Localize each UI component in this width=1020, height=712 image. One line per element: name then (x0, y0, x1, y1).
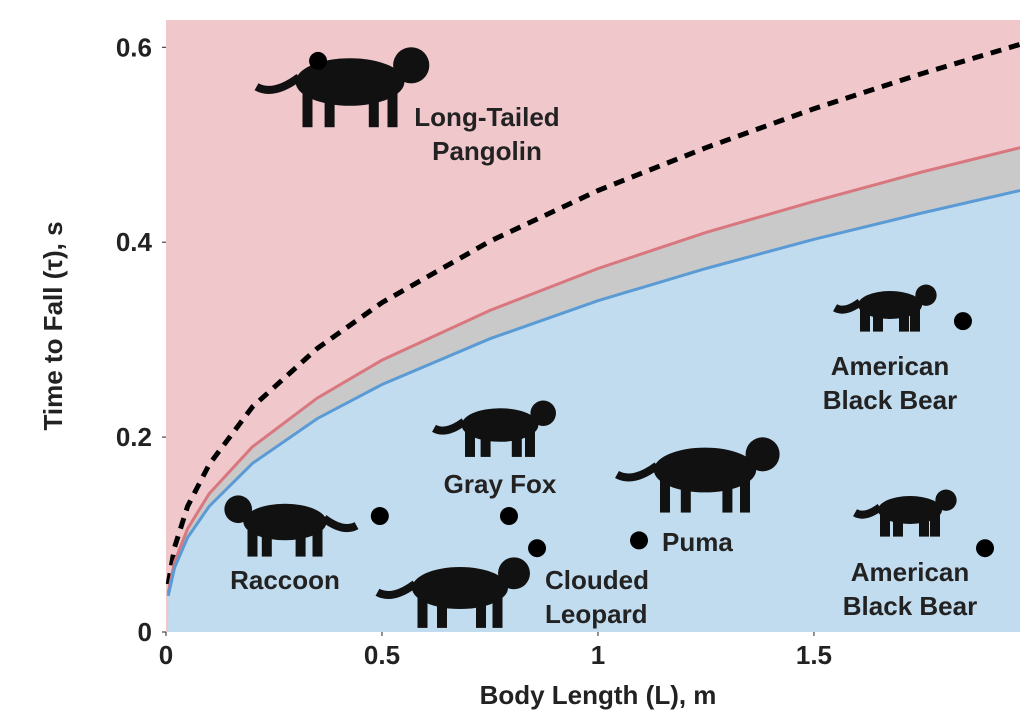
silhouette-leg (418, 588, 428, 628)
x-axis-label: Body Length (L), m (480, 680, 717, 710)
point-label: Raccoon (230, 565, 340, 595)
point-label: American (831, 351, 950, 381)
silhouette-leg (893, 510, 903, 537)
y-tick-label: 0.4 (116, 227, 153, 257)
silhouette-head (498, 557, 530, 589)
y-axis-label: Time to Fall (τ), s (38, 221, 68, 430)
point-label: Long-Tailed (414, 102, 559, 132)
silhouette-leg (525, 425, 535, 457)
data-point (630, 531, 648, 549)
silhouette-leg (465, 425, 475, 457)
silhouette-leg (880, 510, 890, 537)
silhouette-leg (481, 425, 491, 457)
silhouette-leg (660, 470, 670, 513)
x-tick-label: 1.5 (796, 640, 832, 670)
data-point (371, 507, 389, 525)
silhouette-leg (437, 588, 447, 628)
x-tick-label: 0 (159, 640, 173, 670)
plot-area (166, 20, 1020, 632)
silhouette-leg (681, 470, 691, 513)
silhouette-head (393, 47, 429, 83)
silhouette-leg (476, 588, 486, 628)
y-tick-label: 0.6 (116, 32, 152, 62)
point-label: Black Bear (843, 591, 977, 621)
silhouette-leg (388, 82, 398, 127)
silhouette-leg (303, 82, 313, 127)
silhouette-head (915, 285, 936, 306)
silhouette-leg (860, 305, 870, 332)
silhouette-leg (325, 82, 335, 127)
data-point (309, 52, 327, 70)
silhouette-head (224, 495, 252, 523)
silhouette-head (935, 490, 956, 511)
point-label: Gray Fox (444, 469, 557, 499)
silhouette-leg (493, 588, 503, 628)
x-tick-label: 1 (591, 640, 605, 670)
data-point (500, 507, 518, 525)
silhouette-head (746, 437, 780, 471)
point-label: Clouded (545, 565, 649, 595)
silhouette-leg (313, 522, 323, 557)
data-point (976, 539, 994, 557)
data-point (954, 312, 972, 330)
silhouette-leg (262, 522, 272, 557)
x-tick-label: 0.5 (364, 640, 400, 670)
point-label: Black Bear (823, 385, 957, 415)
silhouette-leg (910, 305, 920, 332)
silhouette-leg (512, 425, 522, 457)
y-tick-label: 0.2 (116, 422, 152, 452)
silhouette-leg (930, 510, 940, 537)
point-label: Leopard (545, 599, 648, 629)
silhouette-head (530, 400, 556, 426)
point-label: Puma (662, 527, 733, 557)
silhouette-leg (248, 522, 258, 557)
silhouette-leg (899, 305, 909, 332)
silhouette-leg (296, 522, 306, 557)
data-point (528, 539, 546, 557)
silhouette-leg (369, 82, 379, 127)
y-tick-label: 0 (138, 617, 152, 647)
point-label: American (851, 557, 970, 587)
silhouette-leg (722, 470, 732, 513)
silhouette-leg (873, 305, 883, 332)
silhouette-leg (919, 510, 929, 537)
point-label: Pangolin (432, 136, 542, 166)
silhouette-leg (740, 470, 750, 513)
chart: Body Length (L), m Time to Fall (τ), s 0… (0, 0, 1020, 712)
